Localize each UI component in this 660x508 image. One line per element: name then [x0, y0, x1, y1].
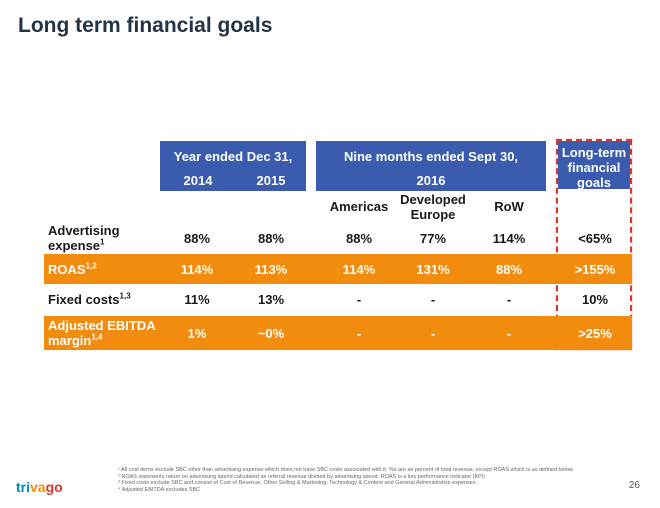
cell-americas: - — [356, 325, 362, 341]
cell-goal: <65% — [578, 230, 612, 246]
row-advertising-expense: Advertising expense1 88% 88% 88% 77% 114… — [44, 222, 632, 254]
footnote: ⁴ Adjusted EBITDA excludes SBC — [118, 486, 201, 493]
col-americas: Americas — [329, 199, 389, 214]
cell-goal: >25% — [578, 325, 612, 341]
cell-2015: 88% — [257, 230, 285, 246]
cell-row: - — [506, 291, 512, 307]
footnote: ¹ All cost items exclude SBC other than … — [118, 467, 573, 473]
cell-2014: 88% — [183, 230, 211, 246]
footnote: ³ Fixed costs exclude SBC and consist of… — [118, 480, 476, 487]
header-2016: 2016 — [416, 173, 446, 188]
col-developed-europe: Developed Europe — [400, 192, 466, 222]
cell-developed-europe: 131% — [416, 261, 450, 277]
cell-americas: 114% — [342, 261, 376, 277]
header-2014: 2014 — [183, 173, 213, 188]
footnotes: ¹ All cost items exclude SBC other than … — [118, 467, 580, 493]
row-label: Advertising expense1 — [48, 223, 120, 253]
row-roas: ROAS1,2 114% 113% 114% 131% 88% >155% — [44, 254, 632, 284]
row-fixed-costs: Fixed costs1,3 11% 13% - - - 10% — [44, 284, 632, 314]
header-long-term-goals: Long-term financial goals — [558, 141, 630, 190]
cell-developed-europe: - — [430, 291, 436, 307]
page-title: Long term financial goals — [18, 14, 273, 37]
cell-goal: 10% — [581, 291, 609, 307]
header-nine-months: Nine months ended Sept 30, 2016 — [316, 141, 546, 191]
cell-2014: 1% — [187, 325, 207, 341]
header-2015: 2015 — [256, 173, 286, 188]
cell-2014: 11% — [184, 291, 210, 307]
page-number: 26 — [628, 480, 640, 491]
trivago-logo: trivago — [16, 479, 63, 495]
cell-row: 88% — [495, 261, 523, 277]
cell-row: 114% — [492, 230, 526, 246]
footnote: ² ROAS represents return on advertising … — [118, 473, 486, 480]
cell-developed-europe: 77% — [419, 230, 447, 246]
cell-row: - — [506, 325, 512, 341]
cell-americas: 88% — [345, 230, 373, 246]
header-year-ended: Year ended Dec 31, 2014 2015 — [160, 141, 306, 191]
cell-2015: ~0% — [257, 325, 285, 341]
cell-developed-europe: - — [430, 325, 436, 341]
header-year-ended-label: Year ended Dec 31, — [173, 149, 293, 164]
header-nine-months-label: Nine months ended Sept 30, — [343, 149, 519, 164]
row-label: Fixed costs1,3 — [48, 291, 131, 307]
cell-2015: 113% — [254, 261, 288, 277]
cell-2014: 114% — [180, 261, 214, 277]
cell-2015: 13% — [257, 291, 285, 307]
row-adjusted-ebitda: Adjusted EBITDA margin1,4 1% ~0% - - - >… — [44, 316, 632, 350]
col-row: RoW — [494, 199, 524, 214]
cell-goal: >155% — [574, 261, 616, 277]
row-label: ROAS1,2 — [48, 261, 97, 277]
cell-americas: - — [356, 291, 362, 307]
row-label: Adjusted EBITDA margin1,4 — [48, 318, 156, 348]
